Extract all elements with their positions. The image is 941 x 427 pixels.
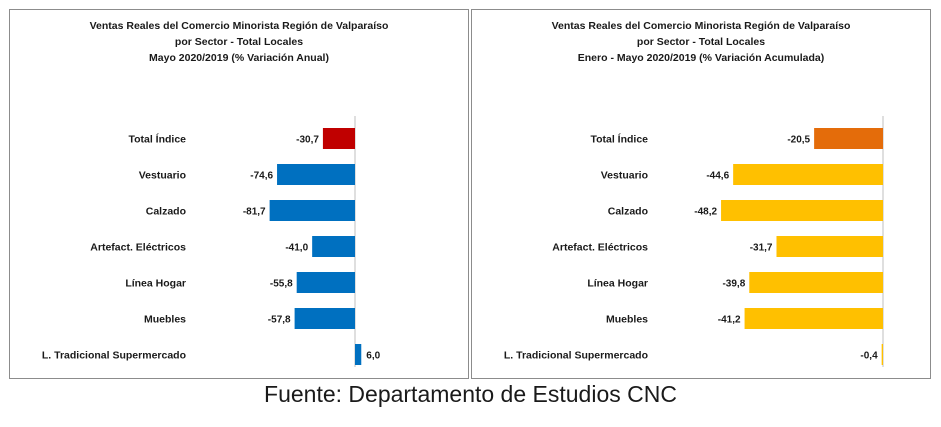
value-label: -41,0 <box>285 243 308 254</box>
value-label: -55,8 <box>270 279 293 290</box>
bar <box>776 236 883 257</box>
chart-panel-cumulative: Ventas Reales del Comercio Minorista Reg… <box>471 9 931 379</box>
bar <box>744 308 883 329</box>
category-label: Muebles <box>144 314 186 326</box>
bar <box>312 236 355 257</box>
value-label: -30,7 <box>296 135 319 146</box>
value-label: -31,7 <box>750 243 773 254</box>
bar <box>355 344 362 365</box>
bar <box>814 128 883 149</box>
bar <box>296 272 355 293</box>
chart-title-line-1: Ventas Reales del Comercio Minorista Reg… <box>551 20 851 32</box>
bar <box>269 200 355 221</box>
value-label: 6,0 <box>366 351 380 362</box>
category-label: L. Tradicional Supermercado <box>504 350 648 362</box>
category-label: Muebles <box>606 314 648 326</box>
category-label: Artefact. Eléctricos <box>90 242 186 254</box>
bar <box>749 272 883 293</box>
bar <box>322 128 355 149</box>
chart-panel-monthly: Ventas Reales del Comercio Minorista Reg… <box>9 9 469 379</box>
bar <box>294 308 355 329</box>
bar <box>277 164 355 185</box>
category-label: Artefact. Eléctricos <box>552 242 648 254</box>
category-label: Total Índice <box>590 133 648 146</box>
chart-title-line-3: Enero - Mayo 2020/2019 (% Variación Acum… <box>577 52 825 64</box>
chart-title-line-3: Mayo 2020/2019 (% Variación Anual) <box>149 52 329 64</box>
category-label: L. Tradicional Supermercado <box>42 350 186 362</box>
bar <box>721 200 883 221</box>
chart-title-line-2: por Sector - Total Locales <box>174 36 304 48</box>
value-label: -20,5 <box>787 135 810 146</box>
value-label: -41,2 <box>718 315 741 326</box>
category-label: Vestuario <box>601 170 648 182</box>
value-label: -0,4 <box>860 351 878 362</box>
category-label: Vestuario <box>139 170 186 182</box>
category-label: Línea Hogar <box>125 278 186 290</box>
category-label: Calzado <box>146 206 186 218</box>
category-label: Total Índice <box>128 133 186 146</box>
bar <box>733 164 883 185</box>
value-label: -39,8 <box>722 279 745 290</box>
value-label: -48,2 <box>694 207 717 218</box>
source-caption: Fuente: Departamento de Estudios CNC <box>264 381 677 407</box>
bar-chart-cumulative: Total Índice -20,5 Vestuario -44,6 Calzado -4… <box>504 116 884 367</box>
value-label: -74,6 <box>250 171 273 182</box>
chart-title: Ventas Reales del Comercio Minorista Reg… <box>10 18 468 66</box>
chart-title: Ventas Reales del Comercio Minorista Reg… <box>472 18 930 66</box>
bar <box>881 344 883 365</box>
chart-title-line-1: Ventas Reales del Comercio Minorista Reg… <box>89 20 389 32</box>
bar-chart-monthly: Total Índice -30,7 Vestuario -74,6 Calzado -8… <box>42 116 381 367</box>
category-label: Línea Hogar <box>587 278 648 290</box>
category-label: Calzado <box>608 206 648 218</box>
chart-title-line-2: por Sector - Total Locales <box>636 36 766 48</box>
value-label: -81,7 <box>243 207 266 218</box>
value-label: -44,6 <box>706 171 729 182</box>
value-label: -57,8 <box>268 315 291 326</box>
